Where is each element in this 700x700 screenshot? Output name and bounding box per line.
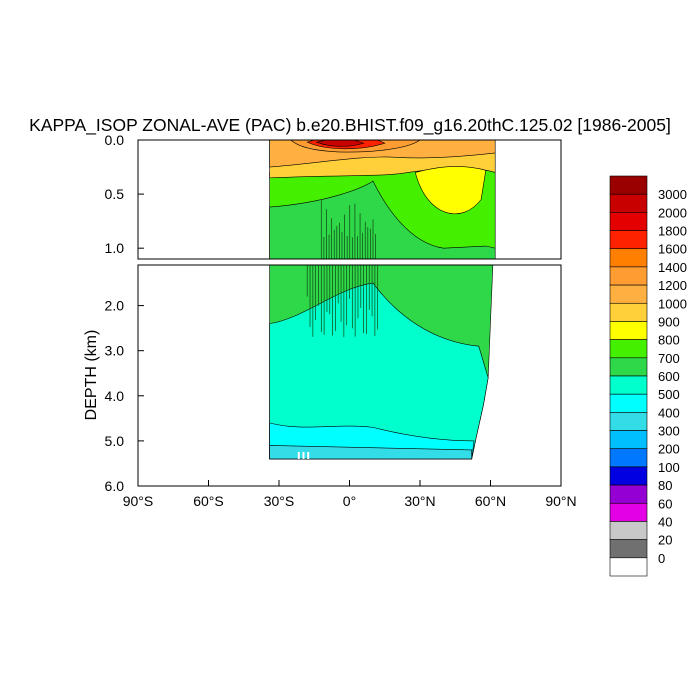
colorbar-swatch [609,502,648,522]
colorbar-swatch [609,466,648,486]
colorbar-label: 80 [658,478,672,493]
colorbar-label: 1000 [658,296,687,311]
colorbar-label: 1200 [658,278,687,293]
y-tick-label: 0.0 [105,132,125,148]
colorbar-swatch [609,175,648,195]
y-axis-label: DEPTH (km) [83,330,100,421]
x-tick-label: 90°S [123,493,154,509]
colorbar: 3000200018001600140012001000900800700600… [609,175,687,577]
colorbar-label: 60 [658,496,672,511]
colorbar-swatch [609,266,648,286]
colorbar-label: 600 [658,369,680,384]
y-axis: 0.0 0.5 1.0 2.0 3.0 4.0 5.0 6.0 [105,132,144,494]
missing-data-gap [297,451,300,459]
colorbar-label: 1800 [658,224,687,239]
y-tick-label: 0.5 [105,186,125,202]
chart-title: KAPPA_ISOP ZONAL-AVE (PAC) b.e20.BHIST.f… [29,115,671,136]
colorbar-label: 400 [658,405,680,420]
colorbar-swatch [609,248,648,268]
colorbar-swatch [609,375,648,395]
y-tick-label: 1.0 [105,240,125,256]
colorbar-swatch [609,484,648,504]
colorbar-swatch [609,302,648,322]
colorbar-label: 2000 [658,205,687,220]
colorbar-label: 800 [658,333,680,348]
colorbar-swatch [609,557,648,577]
lower-panel [137,264,562,487]
x-tick-label: 60°N [475,493,506,509]
colorbar-label: 300 [658,424,680,439]
colorbar-label: 1600 [658,242,687,257]
colorbar-swatch [609,284,648,304]
colorbar-label: 20 [658,533,672,548]
colorbar-label: 700 [658,351,680,366]
colorbar-swatch [609,448,648,468]
x-tick-label: 60°S [193,493,224,509]
upper-panel-frame [137,139,562,260]
missing-data-gap [307,451,310,459]
x-axis: 90°S 60°S 30°S 0° 30°N 60°N 90°N [123,480,577,509]
contour-band-lower-3 [269,445,472,460]
colorbar-swatch [609,539,648,559]
y-tick-label: 3.0 [105,343,125,359]
x-tick-label: 90°N [545,493,576,509]
x-tick-label: 30°N [404,493,435,509]
contour-band-upper-1 [269,180,496,260]
upper-panel [137,139,562,260]
colorbar-label: 100 [658,460,680,475]
colorbar-swatch [609,230,648,250]
colorbar-swatch [609,321,648,340]
colorbar-swatch [609,357,648,377]
y-tick-label: 2.0 [105,298,125,314]
colorbar-label: 40 [658,514,672,529]
missing-data-gap [302,451,305,459]
x-tick-label: 0° [343,493,356,509]
colorbar-swatch [609,521,648,540]
y-tick-label: 6.0 [105,478,125,494]
colorbar-swatch [609,212,648,231]
x-tick-label: 30°S [264,493,295,509]
y-tick-label: 4.0 [105,388,125,404]
colorbar-label: 3000 [658,187,687,202]
colorbar-swatch [609,193,648,213]
colorbar-swatch [609,393,648,413]
y-tick-label: 5.0 [105,433,125,449]
colorbar-swatch [609,430,648,450]
contour-band-upper-3 [414,166,487,215]
colorbar-label: 900 [658,314,680,329]
colorbar-swatch [609,339,648,359]
colorbar-swatch [609,412,648,431]
contour-band-upper-7 [315,139,365,147]
colorbar-label: 200 [658,442,680,457]
colorbar-label: 0 [658,551,665,566]
colorbar-label: 1400 [658,260,687,275]
colorbar-label: 500 [658,387,680,402]
